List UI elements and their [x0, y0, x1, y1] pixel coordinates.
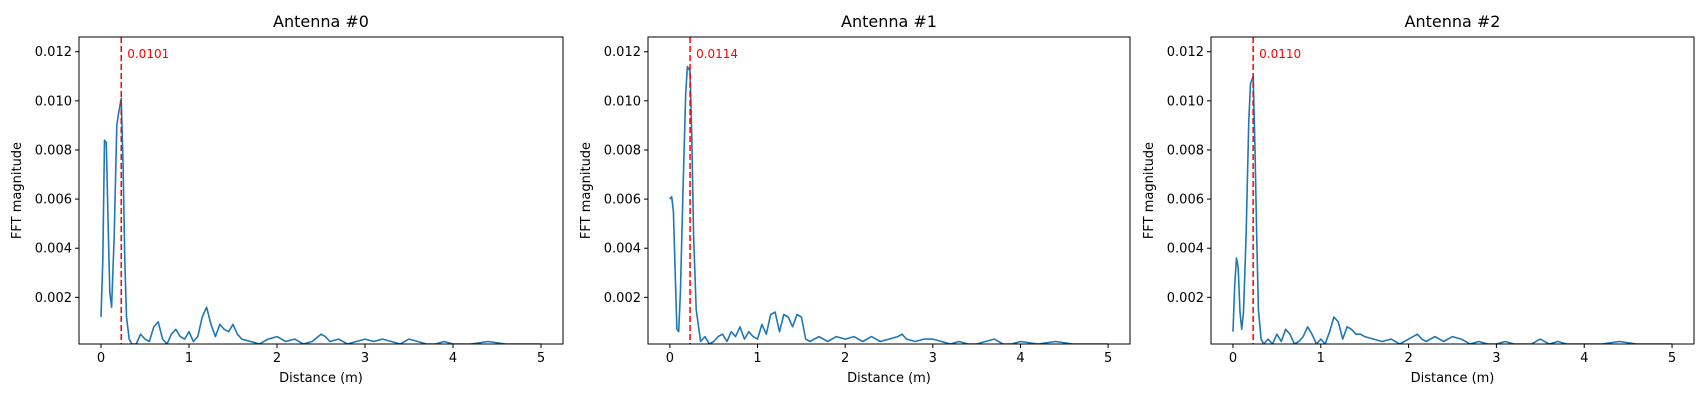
- chart-panel-0: Antenna #0 0.0101 0 1 2 3 4 5 0.002 0.004 0.006 0.0…: [10, 12, 564, 386]
- y-tick-label: 0.012: [604, 45, 641, 60]
- x-tick-label: 0: [1229, 351, 1237, 366]
- x-tick-label: 3: [929, 351, 937, 366]
- x-tick-label: 2: [273, 351, 281, 366]
- y-tick-label: 0.006: [1167, 193, 1204, 208]
- y-tick-label: 0.010: [35, 94, 72, 109]
- x-tick-label: 4: [1016, 351, 1024, 366]
- x-tick-label: 3: [1492, 351, 1500, 366]
- y-tick-label: 0.004: [35, 242, 72, 257]
- x-tick-label: 4: [1580, 351, 1588, 366]
- x-tick-label: 1: [185, 351, 193, 366]
- y-tick-label: 0.012: [1167, 45, 1204, 60]
- x-tick-label: 4: [449, 351, 457, 366]
- series-line: [1232, 75, 1672, 344]
- x-tick-label: 5: [537, 351, 545, 366]
- y-tick-label: 0.006: [604, 193, 641, 208]
- y-tick-label: 0.002: [1167, 291, 1204, 306]
- y-axis-label: FFT magnitude: [579, 142, 594, 239]
- chart-title: Antenna #1: [841, 12, 937, 31]
- x-axis-label: Distance (m): [1411, 371, 1495, 386]
- y-tick-label: 0.002: [604, 291, 641, 306]
- y-tick-label: 0.004: [1167, 242, 1204, 257]
- x-tick-label: 2: [841, 351, 849, 366]
- chart-panel-2: Antenna #2 0.0110 0 1 2 3 4 5 0.002 0.004 0.006 0.0…: [1142, 12, 1695, 386]
- peak-value-label: 0.0114: [696, 47, 738, 61]
- axes-frame: [647, 36, 1131, 345]
- y-tick-label: 0.012: [35, 45, 72, 60]
- y-tick-label: 0.008: [604, 143, 641, 158]
- x-tick-label: 0: [666, 351, 674, 366]
- x-tick-label: 0: [97, 351, 105, 366]
- x-tick-label: 1: [753, 351, 761, 366]
- axes-frame: [78, 36, 564, 345]
- axes-frame: [1210, 36, 1695, 345]
- x-axis-label: Distance (m): [279, 371, 363, 386]
- y-tick-label: 0.002: [35, 291, 72, 306]
- chart-panel-1: Antenna #1 0.0114 0 1 2 3 4 5 0.002 0.004 0.006 0.0…: [579, 12, 1131, 386]
- x-axis-label: Distance (m): [847, 371, 931, 386]
- y-axis-label: FFT magnitude: [1142, 142, 1157, 239]
- x-tick-label: 2: [1404, 351, 1412, 366]
- peak-value-label: 0.0110: [1259, 47, 1301, 61]
- chart-title: Antenna #2: [1405, 12, 1501, 31]
- x-tick-label: 3: [361, 351, 369, 366]
- x-tick-label: 5: [1104, 351, 1112, 366]
- peak-value-label: 0.0101: [127, 47, 169, 61]
- y-axis-label: FFT magnitude: [10, 142, 25, 239]
- y-tick-label: 0.006: [35, 193, 72, 208]
- series-line: [669, 65, 1109, 344]
- y-tick-label: 0.008: [35, 143, 72, 158]
- series-line: [100, 97, 541, 344]
- x-tick-label: 5: [1668, 351, 1676, 366]
- y-tick-label: 0.008: [1167, 143, 1204, 158]
- y-tick-label: 0.010: [604, 94, 641, 109]
- x-tick-label: 1: [1317, 351, 1325, 366]
- y-tick-label: 0.004: [604, 242, 641, 257]
- chart-title: Antenna #0: [273, 12, 369, 31]
- y-tick-label: 0.010: [1167, 94, 1204, 109]
